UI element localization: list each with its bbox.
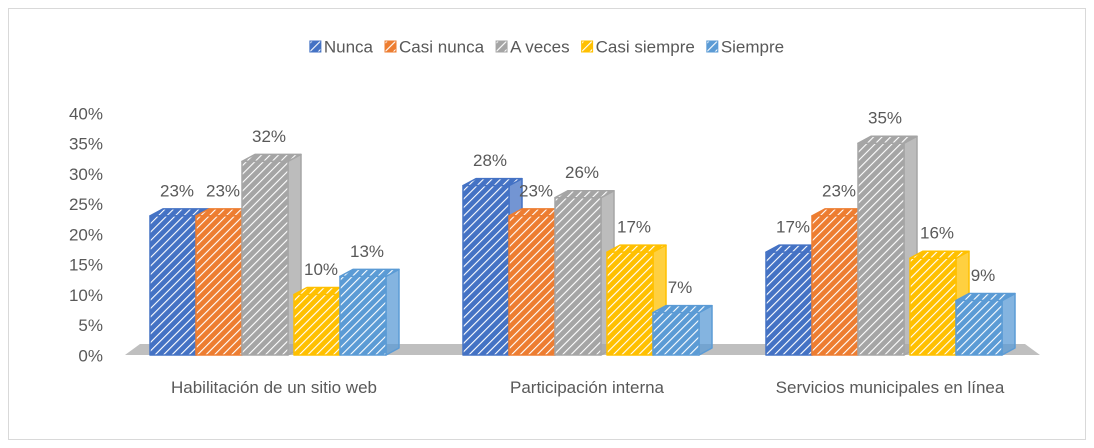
legend-item: Casi siempre	[581, 37, 695, 56]
bar	[955, 292, 1016, 356]
data-label: 28%	[473, 151, 507, 170]
y-tick-label: 5%	[78, 316, 103, 335]
legend-swatch	[495, 40, 508, 53]
legend-label: A veces	[510, 37, 570, 56]
legend-label: Casi nunca	[399, 37, 485, 56]
data-label: 13%	[350, 242, 384, 261]
x-tick-label: Servicios municipales en línea	[775, 378, 1005, 397]
data-label: 17%	[776, 218, 810, 237]
legend-item: A veces	[495, 37, 570, 56]
legend-swatch	[581, 40, 594, 53]
y-tick-label: 25%	[69, 195, 103, 214]
y-tick-label: 10%	[69, 286, 103, 305]
y-tick-label: 40%	[69, 104, 103, 123]
legend-label: Casi siempre	[596, 37, 695, 56]
legend-item: Nunca	[309, 37, 374, 56]
data-label: 16%	[920, 224, 954, 243]
x-tick-label: Participación interna	[509, 378, 665, 397]
data-label: 23%	[822, 181, 856, 200]
y-tick-label: 0%	[78, 346, 103, 365]
bar	[241, 153, 302, 356]
data-label: 17%	[617, 218, 651, 237]
y-tick-label: 15%	[69, 256, 103, 275]
legend-swatch	[309, 40, 322, 53]
data-label: 23%	[160, 181, 194, 200]
data-label: 35%	[868, 109, 902, 128]
legend-swatch	[706, 40, 719, 53]
legend-label: Nunca	[324, 37, 374, 56]
data-label: 9%	[971, 266, 996, 285]
legend-item: Casi nunca	[384, 37, 485, 56]
data-label: 7%	[668, 278, 693, 297]
legend-label: Siempre	[721, 37, 784, 56]
legend-item: Siempre	[706, 37, 784, 56]
data-label: 23%	[206, 181, 240, 200]
y-tick-label: 35%	[69, 135, 103, 154]
bar	[339, 268, 400, 356]
x-tick-label: Habilitación de un sitio web	[170, 378, 377, 397]
y-tick-label: 20%	[69, 225, 103, 244]
y-tick-label: 30%	[69, 165, 103, 184]
bar	[554, 189, 615, 356]
bar	[857, 135, 918, 356]
bar	[652, 304, 713, 356]
data-label: 32%	[252, 127, 286, 146]
data-label: 26%	[565, 163, 599, 182]
bar	[606, 244, 667, 356]
data-label: 10%	[304, 260, 338, 279]
data-label: 23%	[519, 181, 553, 200]
bar	[765, 244, 826, 356]
legend-swatch	[384, 40, 397, 53]
